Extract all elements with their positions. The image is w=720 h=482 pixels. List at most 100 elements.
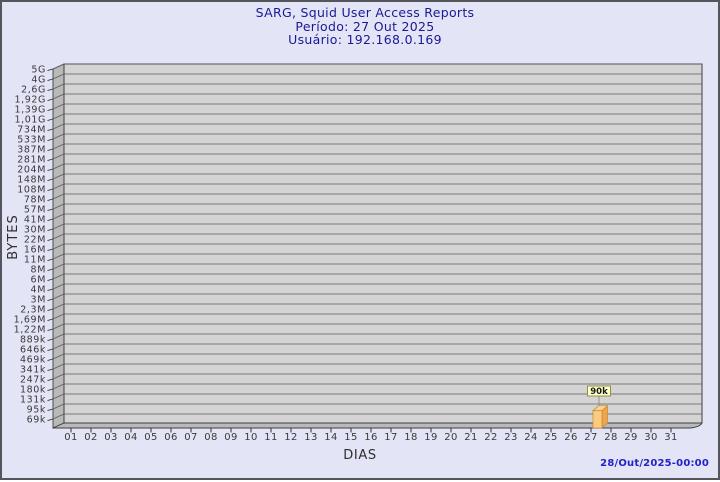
y-axis-tick-label: 8M [31,264,46,275]
y-axis-tick-label: 341k [20,364,46,375]
y-axis-tick-label: 30M [24,224,46,235]
gridline-wall-segment [52,193,65,200]
gridline-wall-segment [52,203,65,210]
y-axis-tick-label: 281M [17,154,46,165]
y-axis-tick-label: 247k [20,374,46,385]
y-axis-tick [47,78,54,82]
y-axis-tick-label: 131k [20,394,46,405]
gridline-wall-segment [52,263,65,270]
y-axis-tick-label: 4G [31,74,46,85]
y-axis-tick [47,268,54,272]
y-axis-tick [47,188,54,192]
y-axis-tick-label: 469k [20,354,46,365]
x-axis-tick-label: 08 [204,432,218,443]
x-axis-title: DIAS [343,448,377,463]
x-axis-tick-label: 11 [264,432,278,443]
y-axis-tick [47,198,54,202]
x-axis-tick-label: 04 [124,432,138,443]
gridline-wall-segment [52,353,65,360]
y-axis-tick [47,148,54,152]
plot-area [63,63,703,424]
y-axis-tick-label: 2,6G [21,84,46,95]
gridline-wall-segment [52,73,65,80]
gridline-wall-segment [52,383,65,390]
x-axis-tick-label: 29 [624,432,638,443]
y-axis-tick-label: 95k [27,404,46,415]
x-axis-tick-label: 30 [644,432,658,443]
x-axis-tick-label: 05 [144,432,158,443]
x-axis-tick-label: 13 [304,432,318,443]
y-axis-tick [47,118,54,122]
y-axis-tick [47,358,54,362]
gridline-wall-segment [52,63,65,70]
gridline-wall-segment [52,133,65,140]
gridline-wall-segment [52,373,65,380]
gridline-wall-segment [52,293,65,300]
x-axis-tick-label: 03 [104,432,118,443]
gridline-wall-segment [52,283,65,290]
y-axis-tick [47,418,54,422]
y-axis-tick-label: 16M [24,244,46,255]
x-axis-tick-label: 15 [344,432,358,443]
y-axis-tick-label: 78M [24,194,46,205]
y-axis-tick [47,178,54,182]
gridline-wall-segment [52,313,65,320]
y-axis-tick-label: 69k [27,414,46,425]
y-axis-tick-label: 4M [31,284,46,295]
x-axis-tick-label: 09 [224,432,238,443]
y-axis-tick-label: 734M [17,124,46,135]
x-axis-tick-label: 01 [64,432,78,443]
y-axis-tick-label: 11M [24,254,46,265]
y-axis-tick [47,228,54,232]
y-axis-tick-label: 1,92G [14,94,46,105]
y-axis-tick-label: 1,01G [14,114,46,125]
gridline-wall-segment [52,393,65,400]
y-axis-tick [47,238,54,242]
y-axis-tick-label: 2,3M [20,304,46,315]
x-axis-tick-label: 25 [544,432,558,443]
gridline-wall-segment [52,93,65,100]
y-axis-tick [47,368,54,372]
gridline-wall-segment [52,323,65,330]
gridline-wall-segment [52,143,65,150]
y-axis-tick [47,308,54,312]
y-axis-tick [47,98,54,102]
y-axis-tick [47,218,54,222]
x-axis-tick-label: 19 [424,432,438,443]
y-axis-tick [47,378,54,382]
x-axis-tick-label: 17 [384,432,398,443]
gridline-wall-segment [52,103,65,110]
gridline-wall-segment [52,223,65,230]
y-axis-tick [47,338,54,342]
gridline-wall-segment [52,363,65,370]
gridline-wall-segment [52,243,65,250]
gridline-wall-segment [52,273,65,280]
y-axis-tick-label: 108M [17,184,46,195]
gridline-wall-segment [52,113,65,120]
x-axis-tick-label: 27 [584,432,598,443]
y-axis-tick-label: 646k [20,344,46,355]
y-axis-tick [47,248,54,252]
y-axis-tick [47,138,54,142]
bar-front-face [592,410,603,429]
gridline-wall-segment [52,343,65,350]
y-axis-tick-label: 5G [31,64,46,75]
y-axis-tick [47,318,54,322]
y-axis-tick [47,128,54,132]
chart-user-subtitle: Usuário: 192.168.0.169 [288,32,442,47]
y-axis-tick [47,88,54,92]
y-axis-tick [47,288,54,292]
y-axis-tick-label: 1,22M [14,324,46,335]
x-axis-tick-label: 16 [364,432,378,443]
y-axis-tick-label: 387M [17,144,46,155]
gridline-wall-segment [52,303,65,310]
x-axis-tick-label: 18 [404,432,418,443]
x-axis-tick-label: 06 [164,432,178,443]
gridline-wall-segment [52,183,65,190]
gridline-wall-segment [52,213,65,220]
y-axis-tick [47,168,54,172]
x-axis-tick-label: 02 [84,432,98,443]
y-axis-tick [47,348,54,352]
